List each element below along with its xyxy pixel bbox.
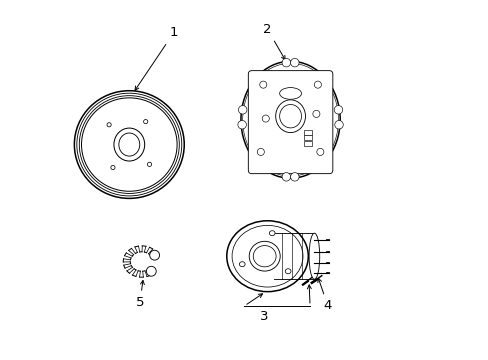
Ellipse shape [282, 172, 290, 181]
Ellipse shape [79, 96, 179, 193]
Ellipse shape [232, 225, 303, 287]
Ellipse shape [257, 148, 264, 156]
Ellipse shape [143, 120, 147, 124]
Ellipse shape [238, 105, 246, 114]
Ellipse shape [275, 100, 305, 132]
Ellipse shape [290, 172, 299, 181]
Ellipse shape [239, 262, 244, 267]
Ellipse shape [241, 61, 340, 178]
Ellipse shape [226, 221, 307, 292]
Ellipse shape [81, 98, 177, 191]
Ellipse shape [334, 121, 343, 129]
FancyBboxPatch shape [303, 141, 312, 145]
Ellipse shape [308, 233, 319, 279]
Ellipse shape [237, 121, 246, 129]
Ellipse shape [312, 111, 319, 117]
FancyBboxPatch shape [248, 71, 332, 174]
Text: 2: 2 [263, 23, 285, 60]
Ellipse shape [146, 266, 156, 276]
Text: 3: 3 [259, 310, 268, 323]
Text: 1: 1 [135, 26, 178, 90]
Ellipse shape [282, 58, 290, 67]
Ellipse shape [77, 93, 182, 196]
Ellipse shape [107, 123, 111, 127]
FancyBboxPatch shape [303, 135, 312, 140]
Ellipse shape [114, 128, 144, 161]
Ellipse shape [249, 241, 280, 271]
Ellipse shape [149, 250, 159, 260]
Ellipse shape [147, 162, 151, 166]
Ellipse shape [119, 133, 140, 156]
Ellipse shape [242, 63, 338, 176]
Text: 5: 5 [135, 280, 144, 309]
Ellipse shape [253, 246, 276, 267]
Ellipse shape [74, 91, 184, 198]
Ellipse shape [285, 269, 290, 274]
Ellipse shape [314, 81, 321, 88]
Ellipse shape [259, 81, 266, 88]
Ellipse shape [290, 58, 299, 67]
Ellipse shape [262, 115, 269, 122]
Ellipse shape [316, 148, 323, 156]
Ellipse shape [279, 87, 301, 99]
Ellipse shape [269, 231, 275, 236]
Ellipse shape [111, 165, 115, 170]
Text: 4: 4 [317, 278, 331, 312]
Ellipse shape [333, 105, 342, 114]
FancyBboxPatch shape [303, 130, 312, 135]
Ellipse shape [279, 104, 301, 128]
